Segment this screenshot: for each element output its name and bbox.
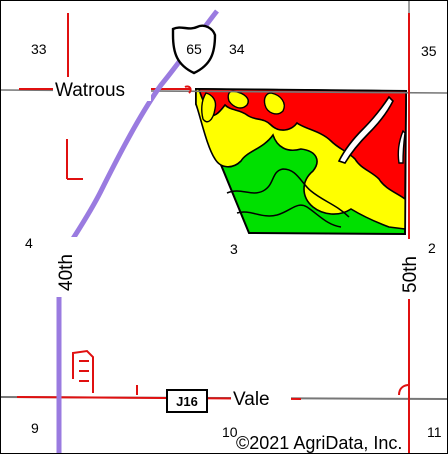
zone-yellow-island (227, 90, 249, 109)
county-route-shield: J16 (166, 389, 208, 413)
section-line (184, 85, 192, 94)
section-number: 10 (222, 424, 238, 440)
label-backdrop (53, 237, 77, 297)
section-number: 9 (31, 420, 39, 436)
zone-green-swirl (236, 204, 342, 228)
section-line (79, 360, 89, 382)
highway-line (56, 9, 219, 453)
us-highway-shield: 65 (171, 24, 217, 75)
zone-yellow-island (201, 92, 217, 123)
field-zone-map (195, 87, 408, 236)
us-highway-number: 65 (186, 41, 202, 57)
vale-label: Vale (233, 389, 270, 410)
stream-channel (337, 95, 394, 164)
watrous-label: Watrous (55, 80, 125, 101)
section-number: 33 (31, 41, 47, 57)
label-backdrop (397, 239, 421, 299)
section-line (72, 349, 94, 393)
section-number: 35 (421, 43, 437, 59)
stream-channel (397, 129, 406, 164)
road-40th-label: 40th (56, 254, 77, 291)
section-number: 4 (25, 235, 33, 251)
zone-red (197, 88, 407, 201)
section-number: 11 (427, 424, 442, 440)
section-number: 3 (230, 241, 238, 257)
zone-yellow-island (263, 92, 285, 115)
zone-green-swirl (226, 168, 350, 218)
copyright-notice: ©2021 AgriData, Inc. (236, 433, 402, 453)
section-number: 2 (428, 240, 436, 256)
label-backdrop (53, 77, 151, 101)
section-line (398, 384, 410, 396)
road-50th-label: 50th (400, 256, 421, 293)
county-route-number: J16 (176, 394, 198, 409)
label-backdrop (231, 386, 291, 410)
section-numbers: 33 34 35 4 3 2 9 10 11 (25, 41, 442, 440)
section-number: 34 (229, 41, 245, 57)
